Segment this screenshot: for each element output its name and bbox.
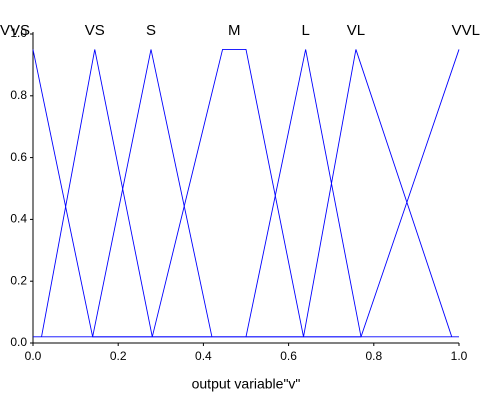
- y-tick-label: 0.8: [10, 88, 27, 102]
- x-tick-label: 0.8: [365, 349, 382, 363]
- membership-line: [245, 49, 362, 337]
- membership-label: VL: [347, 22, 365, 39]
- x-tick-label: 0.6: [280, 349, 297, 363]
- membership-label: S: [146, 22, 156, 39]
- membership-line: [41, 49, 153, 337]
- membership-label: VVS: [0, 22, 30, 39]
- x-tick-label: 0.4: [195, 349, 212, 363]
- y-tick-label: 0.6: [10, 150, 27, 164]
- y-tick-label: 1.0: [10, 26, 27, 40]
- membership-label: M: [228, 22, 241, 39]
- y-tick-label: 0.4: [10, 212, 27, 226]
- membership-line: [303, 49, 453, 337]
- x-axis-label: output variable"v": [192, 376, 301, 392]
- membership-label: VS: [85, 22, 105, 39]
- membership-label: VVL: [452, 22, 480, 39]
- membership-label: L: [301, 22, 309, 39]
- membership-line: [151, 49, 304, 337]
- x-tick-label: 0.0: [25, 349, 42, 363]
- membership-line: [33, 49, 460, 338]
- x-tick-label: 1.0: [451, 349, 468, 363]
- y-tick-label: 0.2: [10, 273, 27, 287]
- y-tick-label: 0.0: [10, 335, 27, 349]
- x-tick-label: 0.2: [110, 349, 127, 363]
- membership-line: [32, 49, 459, 338]
- membership-line: [92, 49, 213, 337]
